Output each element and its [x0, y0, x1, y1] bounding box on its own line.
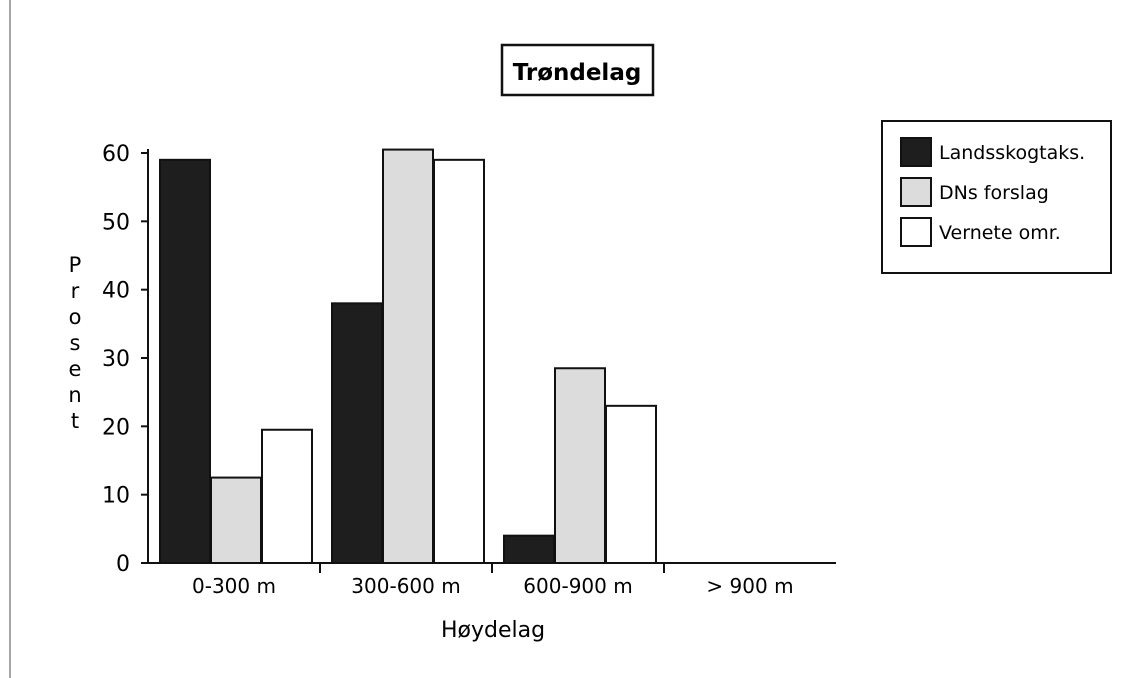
y-tick-label: 40: [102, 279, 130, 304]
bar: [433, 158, 485, 564]
bars: [159, 148, 657, 565]
x-tick-label: 0-300 m: [192, 574, 276, 598]
y-tick-label: 0: [116, 552, 130, 577]
y-tick-label: 50: [102, 210, 130, 235]
chart-title-box: [500, 43, 655, 97]
legend: Landsskogtaks. DNs forslag Vernete omr.: [881, 120, 1112, 274]
bar: [503, 534, 555, 565]
legend-swatch: [900, 177, 932, 207]
y-tick-label: 60: [102, 142, 130, 167]
x-tick-label: > 900 m: [706, 574, 793, 598]
legend-label: DNs forslag: [939, 182, 1049, 204]
y-tick-label: 30: [102, 347, 130, 372]
y-tick-label: 20: [102, 415, 130, 440]
x-axis-label: Høydelag: [441, 618, 545, 643]
bar: [210, 476, 262, 565]
x-tick-label: 300-600 m: [351, 574, 460, 598]
bar: [159, 158, 211, 564]
legend-label: Vernete omr.: [939, 222, 1061, 244]
bar: [554, 367, 606, 564]
axes: 0 10 20 30 40 50 60 0-300 m 300-600 m 600-900 m > …: [102, 142, 836, 598]
bar: [261, 428, 313, 564]
y-tick-label: 10: [102, 484, 130, 509]
legend-label: Landsskogtaks.: [939, 142, 1085, 164]
legend-swatch: [900, 217, 932, 247]
chart-title: Trøndelag: [513, 60, 642, 86]
x-tick-label: 600-900 m: [523, 574, 632, 598]
bar: [331, 302, 383, 564]
legend-swatch: [900, 137, 932, 167]
bar: [382, 148, 434, 564]
bar: [605, 404, 657, 565]
